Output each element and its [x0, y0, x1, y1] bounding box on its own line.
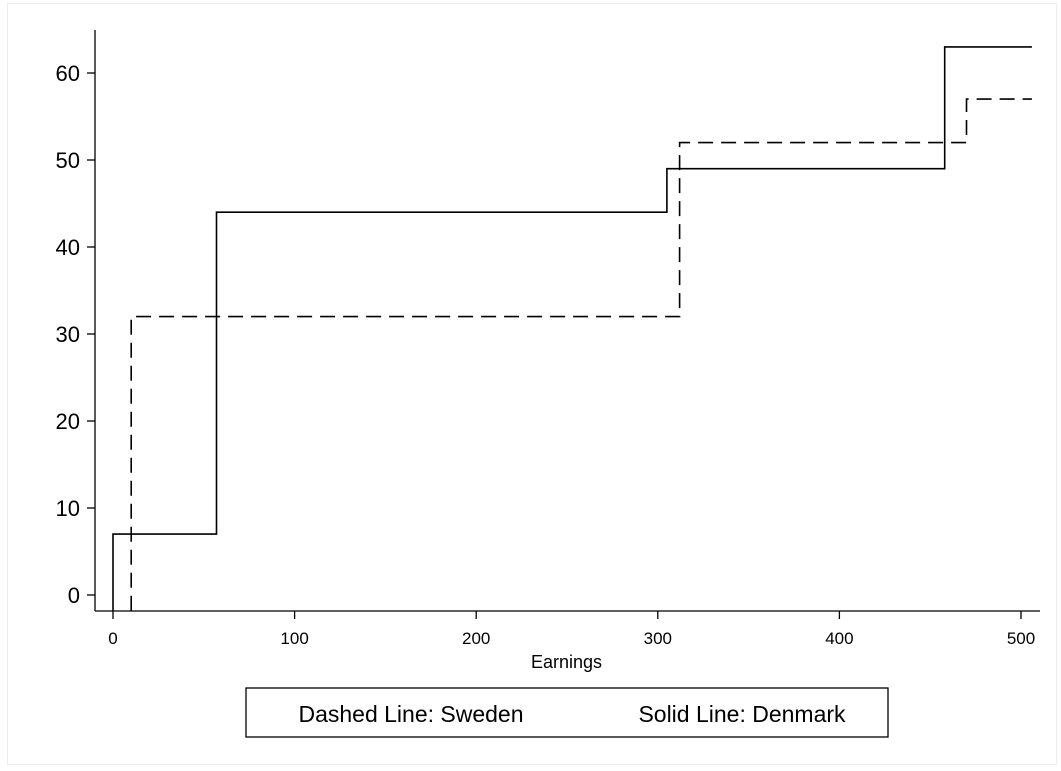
- legend: Dashed Line: Sweden Solid Line: Denmark: [245, 687, 889, 738]
- x-tick-label: 200: [462, 629, 490, 648]
- legend-entry-sweden: Dashed Line: Sweden: [298, 701, 523, 727]
- y-tick-label: 60: [56, 61, 80, 86]
- y-tick-label: 30: [56, 322, 80, 347]
- x-tick-label: 500: [1007, 629, 1035, 648]
- chart-frame: [7, 3, 1057, 765]
- series-line-denmark: [112, 46, 1032, 611]
- x-tick-label: 400: [825, 629, 853, 648]
- y-tick-label: 50: [56, 148, 80, 173]
- x-tick-label: 0: [108, 629, 117, 648]
- y-tick-label: 20: [56, 409, 80, 434]
- y-tick-label: 40: [56, 235, 80, 260]
- x-tick-label: 100: [280, 629, 308, 648]
- x-ticks: 0 100 200 300 400 500: [108, 611, 1035, 648]
- y-tick-label: 10: [56, 496, 80, 521]
- y-ticks: 0 10 20 30 40 50 60: [56, 61, 95, 608]
- legend-box: [245, 687, 889, 738]
- series-line-sweden: [130, 98, 1032, 611]
- series-lines: [112, 46, 1032, 611]
- axes: [94, 30, 1040, 612]
- x-tick-label: 300: [644, 629, 672, 648]
- y-tick-label: 0: [68, 583, 80, 608]
- legend-entry-denmark: Solid Line: Denmark: [638, 701, 846, 727]
- x-axis-label: Earnings: [531, 652, 602, 672]
